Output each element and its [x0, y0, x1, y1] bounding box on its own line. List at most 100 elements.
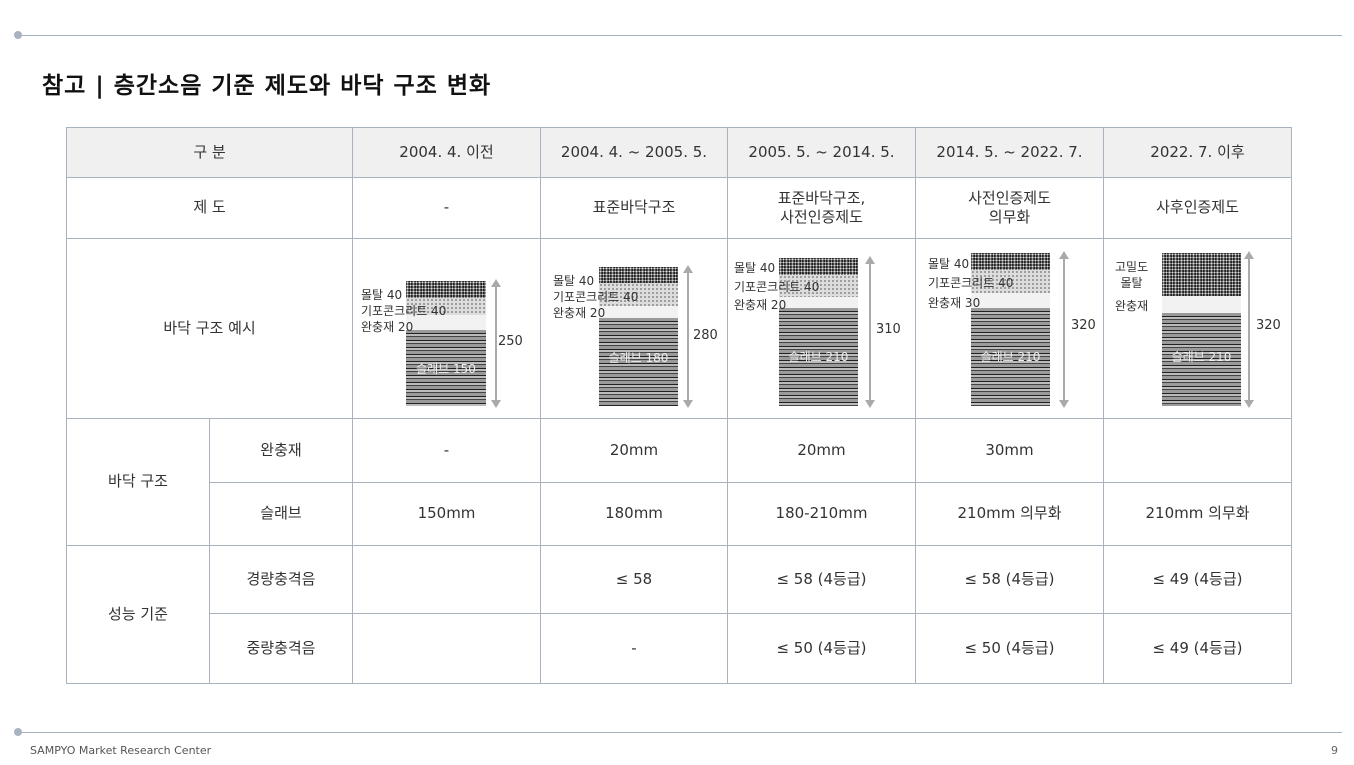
row-label: 중량충격음: [209, 613, 353, 684]
cell: 30mm: [915, 418, 1104, 483]
total-thickness-label: 320: [1256, 318, 1281, 333]
table-row: 성능 기준 경량충격음 ≤ 58 ≤ 58 (4등급) ≤ 58 (4등급) ≤…: [66, 545, 1292, 684]
top-rule: [18, 35, 1342, 36]
system-row: 제 도 - 표준바닥구조 표준바닥구조, 사전인증제도 사전인증제도 의무화 사…: [66, 177, 1292, 239]
cell: 210mm 의무화: [1103, 482, 1292, 546]
cell: 표준바닥구조, 사전인증제도: [727, 177, 916, 239]
slab-layer: 슬래브 210: [971, 308, 1050, 406]
row-label: 완충재: [209, 418, 353, 483]
page-title: 참고 | 층간소음 기준 제도와 바닥 구조 변화: [42, 73, 492, 99]
layer-label: 완충재 20: [553, 306, 606, 320]
mortar-layer: [971, 253, 1050, 270]
table-row: 바닥 구조 완충재 - 20mm 20mm 30mm: [66, 418, 1292, 546]
layer-label: 몰탈 40: [361, 288, 403, 302]
group-label: 바닥 구조: [66, 418, 210, 546]
table-row: 중량충격음 - ≤ 50 (4등급) ≤ 50 (4등급) ≤ 49 (4등급): [67, 613, 1292, 684]
cell: ≤ 58 (4등급): [915, 545, 1104, 614]
header-cell: 2005. 5. ~ 2014. 5.: [727, 127, 916, 178]
group-label: 성능 기준: [66, 545, 210, 684]
cell: 사전인증제도 의무화: [915, 177, 1104, 239]
cell: 20mm: [540, 418, 728, 483]
cell: ≤ 58: [540, 545, 728, 614]
row-label: 슬래브: [209, 482, 353, 546]
cushion-layer: [599, 306, 678, 318]
foam-concrete-layer: [779, 275, 858, 297]
cushion-layer: [406, 315, 486, 330]
layer-label: 기포콘크리트 40: [734, 280, 820, 294]
cell: -: [540, 613, 728, 684]
height-arrow-icon: [865, 256, 875, 408]
height-arrow-icon: [683, 265, 693, 408]
cell: ≤ 58 (4등급): [727, 545, 916, 614]
cell: ≤ 49 (4등급): [1103, 545, 1292, 614]
header-cell: 2014. 5. ~ 2022. 7.: [915, 127, 1104, 178]
layer-label: 기포콘크리트 40: [361, 304, 447, 318]
table-row: 슬래브 150mm 180mm 180-210mm 210mm 의무화 210m…: [67, 482, 1292, 546]
header-row: 구 분 2004. 4. 이전 2004. 4. ~ 2005. 5. 2005…: [66, 127, 1292, 178]
cell: ≤ 50 (4등급): [727, 613, 916, 684]
header-cell: 2022. 7. 이후: [1103, 127, 1292, 178]
total-thickness-label: 250: [498, 334, 523, 349]
cushion-layer: [1162, 296, 1241, 313]
cell: 180mm: [540, 482, 728, 546]
foam-concrete-layer: [599, 283, 678, 306]
cell: 180-210mm: [727, 482, 916, 546]
slab-label: 슬래브 210: [788, 350, 849, 364]
cushion-layer: [779, 297, 858, 308]
layer-label: 기포콘크리트 40: [553, 290, 639, 304]
cell: ≤ 50 (4등급): [915, 613, 1104, 684]
row-label: 바닥 구조 예시: [66, 238, 353, 419]
cell: 150mm: [352, 482, 541, 546]
layer-label: 완충재: [1115, 299, 1149, 313]
height-arrow-icon: [1244, 251, 1254, 408]
layer-label: 고밀도 몰탈: [1115, 260, 1149, 290]
cushion-layer: [971, 293, 1050, 308]
cell: [1103, 418, 1292, 483]
slab-layer: 슬래브 180: [599, 318, 678, 406]
cell: [352, 613, 541, 684]
slab-layer: 슬래브 150: [406, 330, 486, 406]
row-label: 경량충격음: [209, 545, 353, 614]
slab-label: 슬래브 210: [980, 350, 1041, 364]
cell: 210mm 의무화: [915, 482, 1104, 546]
cell: [352, 545, 541, 614]
layer-label: 완충재 30: [928, 296, 981, 310]
height-arrow-icon: [491, 279, 501, 408]
cell: -: [352, 418, 541, 483]
mortar-layer: [1162, 253, 1241, 296]
diagram-row: 바닥 구조 예시: [66, 238, 1292, 419]
bottom-rule: [18, 732, 1342, 733]
slab-label: 슬래브 210: [1171, 350, 1232, 364]
foam-concrete-layer: [971, 270, 1050, 293]
header-cell: 2004. 4. 이전: [352, 127, 541, 178]
slab-label: 슬래브 180: [608, 351, 669, 365]
total-thickness-label: 280: [693, 328, 718, 343]
header-cell: 구 분: [66, 127, 353, 178]
total-thickness-label: 310: [876, 322, 901, 337]
cell: -: [352, 177, 541, 239]
footer-text: SAMPYO Market Research Center: [30, 744, 212, 757]
header-cell: 2004. 4. ~ 2005. 5.: [540, 127, 728, 178]
layer-label: 완충재 20: [734, 298, 787, 312]
mortar-layer: [599, 267, 678, 283]
slab-layer: 슬래브 210: [779, 308, 858, 406]
height-arrow-icon: [1059, 251, 1069, 408]
cell: 20mm: [727, 418, 916, 483]
total-thickness-label: 320: [1071, 318, 1096, 333]
cell: 사후인증제도: [1103, 177, 1292, 239]
layer-label: 몰탈 40: [553, 274, 595, 288]
slab-label: 슬래브 150: [416, 362, 476, 376]
mortar-layer: [406, 281, 486, 298]
slab-layer: 슬래브 210: [1162, 313, 1241, 406]
page-number: 9: [1331, 744, 1338, 757]
layer-label: 완충재 20: [361, 320, 414, 334]
cell: 표준바닥구조: [540, 177, 728, 239]
layer-label: 몰탈 40: [928, 257, 970, 271]
comparison-table: 구 분 2004. 4. 이전 2004. 4. ~ 2005. 5. 2005…: [66, 127, 1292, 684]
foam-concrete-layer: [406, 298, 486, 315]
mortar-layer: [779, 258, 858, 275]
layer-label: 기포콘크리트 40: [928, 276, 1014, 290]
layer-label: 몰탈 40: [734, 261, 776, 275]
cell: ≤ 49 (4등급): [1103, 613, 1292, 684]
row-label: 제 도: [66, 177, 353, 239]
